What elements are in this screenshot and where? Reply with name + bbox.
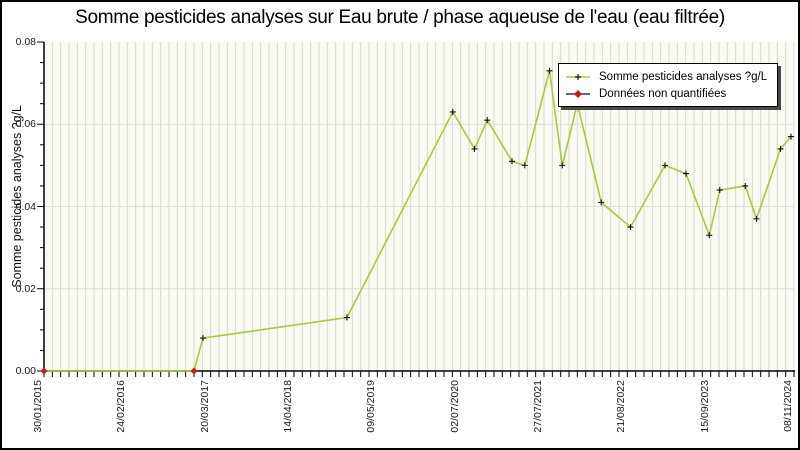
legend-label-nonquantified: Données non quantifiées [599, 87, 727, 100]
x-tick-label: 09/05/2019 [365, 380, 378, 433]
x-tick-label: 08/11/2024 [782, 380, 794, 432]
red-diamond-marker-icon [566, 89, 590, 98]
legend-item-nonquantified: Données non quantifiées [565, 85, 767, 102]
y-axis-title: Somme pesticides analyses ?g/L [10, 105, 24, 288]
x-tick-label: 02/07/2020 [448, 380, 461, 433]
chart-title: Somme pesticides analyses sur Eau brute … [75, 7, 725, 28]
y-tick-label: 0.08 [15, 36, 36, 48]
plus-marker-icon [566, 73, 590, 80]
x-tick-label: 21/08/2022 [615, 380, 628, 433]
legend-label-series: Somme pesticides analyses ?g/L [599, 70, 768, 83]
legend-item-series: Somme pesticides analyses ?g/L [565, 68, 767, 85]
y-tick-label: 0.04 [15, 200, 36, 213]
x-tick-label: 24/02/2016 [115, 380, 128, 433]
y-tick-label: 0.00 [15, 365, 36, 377]
x-tick-label: 30/01/2015 [32, 380, 44, 433]
x-tick-label: 14/04/2018 [282, 380, 294, 433]
x-tick-label: 27/07/2021 [532, 380, 544, 433]
legend: Somme pesticides analyses ?g/L Données n… [558, 63, 779, 107]
y-tick-label: 0.02 [15, 282, 36, 295]
x-tick-label: 15/09/2023 [698, 380, 711, 433]
x-tick-label: 20/03/2017 [198, 380, 211, 433]
y-tick-label: 0.06 [15, 118, 36, 131]
